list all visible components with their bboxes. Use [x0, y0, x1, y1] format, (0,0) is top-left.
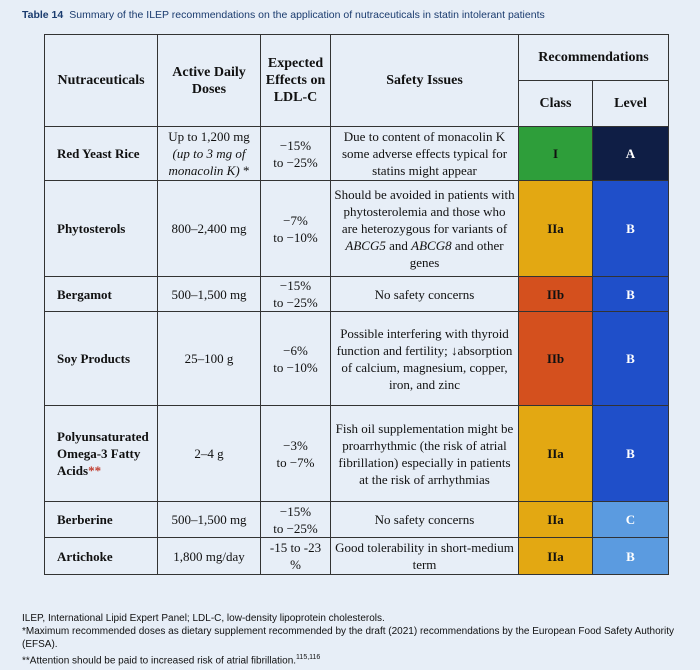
header-nutraceuticals: Nutraceuticals: [44, 34, 158, 127]
dose-note: (up to 3 mg of monacolin K): [168, 146, 246, 178]
table-row: Polyunsaturated Omega-3 Fatty Acids** 2–…: [44, 405, 669, 502]
effect-b: %: [290, 557, 301, 572]
class-badge: IIa: [518, 537, 593, 575]
nutraceutical-name-text: Polyunsaturated Omega-3 Fatty Acids: [57, 429, 149, 478]
nutraceutical-name: Bergamot: [44, 276, 158, 312]
safety-cell: No safety concerns: [330, 276, 519, 312]
table-caption: Table 14 Summary of the ILEP recommendati…: [22, 9, 545, 21]
header-safety: Safety Issues: [330, 34, 519, 127]
header-effects: Expected Effects on LDL-C: [260, 34, 331, 127]
safety-cell: Good tolerability in short-medium term: [330, 537, 519, 575]
dose-main: Up to 1,200 mg: [168, 129, 250, 144]
safety-and: and: [389, 238, 408, 253]
nutraceutical-name: Soy Products: [44, 311, 158, 406]
level-badge: C: [592, 501, 669, 538]
dose-cell: 500–1,500 mg: [157, 276, 261, 312]
effect-a: −15%: [279, 503, 312, 519]
effect-a: -15 to -23: [269, 540, 322, 555]
footnote-2-refs: 115,116: [296, 654, 321, 661]
nutraceutical-name: Red Yeast Rice: [44, 126, 158, 181]
effect-cell: −6% to −10%: [260, 311, 331, 406]
effect-a: −6%: [283, 342, 308, 358]
safety-cell: No safety concerns: [330, 501, 519, 538]
header-level: Level: [592, 80, 669, 127]
class-badge: IIb: [518, 311, 593, 406]
dose-cell: 2–4 g: [157, 405, 261, 502]
table-label: Table 14: [22, 9, 64, 21]
class-badge: IIa: [518, 180, 593, 277]
table-title: Summary of the ILEP recommendations on t…: [69, 9, 545, 21]
table-row: Phytosterols 800–2,400 mg −7% to −10% Sh…: [44, 180, 669, 277]
effect-b: to −10%: [273, 229, 318, 245]
effect-a: −3%: [283, 437, 308, 453]
footnote-abbreviations: ILEP, International Lipid Expert Panel; …: [22, 613, 385, 624]
level-badge: A: [592, 126, 669, 181]
dose-mark: *: [242, 163, 250, 178]
effect-b: to −7%: [276, 454, 315, 470]
effect-b: to −25%: [273, 520, 318, 536]
class-badge: IIb: [518, 276, 593, 312]
level-badge: B: [592, 276, 669, 312]
footnote-1: *Maximum recommended doses as dietary su…: [22, 626, 675, 650]
table-row: Artichoke 1,800 mg/day -15 to -23 % Good…: [44, 537, 669, 575]
safety-text-end: and other genes: [409, 238, 504, 270]
effect-cell: −15% to −25%: [260, 501, 331, 538]
footnote-2: **Attention should be paid to increased …: [22, 651, 682, 667]
effect-cell: −15% to −25%: [260, 276, 331, 312]
class-badge: IIa: [518, 501, 593, 538]
effect-a: −7%: [283, 212, 308, 228]
nutraceutical-name: Berberine: [44, 501, 158, 538]
table-row: Soy Products 25–100 g −6% to −10% Possib…: [44, 311, 669, 406]
level-badge: B: [592, 405, 669, 502]
safety-cell: Fish oil supplementation might be proarr…: [330, 405, 519, 502]
nutraceutical-name: Phytosterols: [44, 180, 158, 277]
level-badge: B: [592, 180, 669, 277]
nutraceutical-name: Polyunsaturated Omega-3 Fatty Acids**: [44, 405, 158, 502]
level-badge: B: [592, 311, 669, 406]
table-row: Red Yeast Rice Up to 1,200 mg (up to 3 m…: [44, 126, 669, 181]
dose-cell: 800–2,400 mg: [157, 180, 261, 277]
gene-abcg8: ABCG8: [411, 238, 452, 253]
header-class: Class: [518, 80, 593, 127]
effect-a: −15%: [279, 278, 312, 293]
nutraceutical-name: Artichoke: [44, 537, 158, 575]
dose-cell: 500–1,500 mg: [157, 501, 261, 538]
dose-cell: 25–100 g: [157, 311, 261, 406]
effect-cell: −15% to −25%: [260, 126, 331, 181]
class-badge: I: [518, 126, 593, 181]
dose-cell: 1,800 mg/day: [157, 537, 261, 575]
gene-abcg5: ABCG5: [345, 238, 386, 253]
name-mark: **: [88, 463, 102, 478]
effect-a: −15%: [279, 137, 312, 153]
effect-b: to −25%: [273, 154, 318, 170]
header-doses: Active Daily Doses: [157, 34, 261, 127]
safety-cell: Due to content of monacolin K some adver…: [330, 126, 519, 181]
footnote-2-text: **Attention should be paid to increased …: [22, 655, 297, 667]
header-recommendations: Recommendations: [518, 34, 669, 81]
recommendations-table: Nutraceuticals Active Daily Doses Expect…: [44, 34, 669, 575]
effect-cell: −3% to −7%: [260, 405, 331, 502]
safety-cell: Should be avoided in patients with phyto…: [330, 180, 519, 277]
table-row: Bergamot 500–1,500 mg −15% to −25% No sa…: [44, 276, 669, 312]
safety-cell: Possible interfering with thyroid functi…: [330, 311, 519, 406]
class-badge: IIa: [518, 405, 593, 502]
effect-b: to −25%: [273, 295, 318, 310]
table-row: Berberine 500–1,500 mg −15% to −25% No s…: [44, 501, 669, 538]
dose-cell: Up to 1,200 mg (up to 3 mg of monacolin …: [157, 126, 261, 181]
effect-cell: −7% to −10%: [260, 180, 331, 277]
effect-cell: -15 to -23 %: [260, 537, 331, 575]
level-badge: B: [592, 537, 669, 575]
footnotes: ILEP, International Lipid Expert Panel; …: [22, 612, 682, 667]
effect-b: to −10%: [273, 359, 318, 375]
safety-text: Should be avoided in patients with phyto…: [334, 187, 515, 236]
